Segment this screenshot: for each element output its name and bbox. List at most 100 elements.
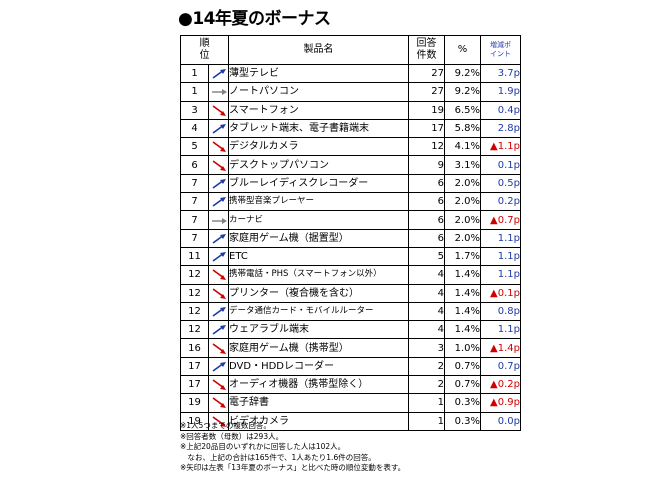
- arrow-up-icon: [208, 356, 229, 377]
- product-name: プリンター（複合機を含む）: [228, 283, 409, 303]
- rank-cell: 1: [180, 63, 209, 84]
- point-change: ▲1.4p: [480, 338, 521, 358]
- table-row: 3 スマートフォン 19 6.5% 0.4p: [180, 100, 521, 120]
- table-row: 7 カーナビ 6 2.0% ▲0.7p: [180, 210, 521, 230]
- table-row: 11 ETC 5 1.7% 1.1p: [180, 246, 521, 267]
- point-change: ▲0.1p: [480, 283, 521, 303]
- percentage: 1.4%: [444, 301, 481, 322]
- footnote-line: ※1人5つまでの複数回答。: [180, 421, 271, 430]
- table-row: 12 携帯電話・PHS（スマートフォン以外） 4 1.4% 1.1p: [180, 265, 521, 285]
- point-change: 0.5p: [480, 173, 521, 194]
- response-count: 19: [408, 100, 445, 120]
- table-row: 17 DVD・HDDレコーダー 2 0.7% 0.7p: [180, 356, 521, 377]
- response-count: 2: [408, 375, 445, 395]
- point-change: ▲1.1p: [480, 137, 521, 157]
- header-percent: %: [444, 35, 481, 65]
- percentage: 3.1%: [444, 155, 481, 175]
- point-change: 1.1p: [480, 246, 521, 267]
- table-row: 6 デスクトップパソコン 9 3.1% 0.1p: [180, 155, 521, 175]
- rank-cell: 6: [180, 155, 209, 175]
- rank-cell: 1: [180, 82, 209, 102]
- point-change: 3.7p: [480, 63, 521, 84]
- response-count: 5: [408, 246, 445, 267]
- point-change: 0.2p: [480, 192, 521, 212]
- arrow-down-icon: [208, 393, 229, 413]
- response-count: 6: [408, 192, 445, 212]
- product-name: ウェアラブル端末: [228, 320, 409, 340]
- response-count: 9: [408, 155, 445, 175]
- table-row: 5 デジタルカメラ 12 4.1% ▲1.1p: [180, 137, 521, 157]
- percentage: 9.2%: [444, 82, 481, 102]
- page-title: ●14年夏のボーナス: [178, 9, 331, 29]
- point-change: 0.8p: [480, 301, 521, 322]
- table-row: 1 薄型テレビ 27 9.2% 3.7p: [180, 63, 521, 84]
- arrow-up-icon: [208, 301, 229, 322]
- arrow-down-icon: [208, 265, 229, 285]
- percentage: 2.0%: [444, 228, 481, 248]
- point-change: ▲0.7p: [480, 210, 521, 230]
- product-name: オーディオ機器（携帯型除く）: [228, 375, 409, 395]
- percentage: 2.0%: [444, 192, 481, 212]
- footnote-line: なお、上記の合計は165件で、1人あたり1.6件の回答。: [180, 452, 376, 462]
- point-change: 1.1p: [480, 320, 521, 340]
- product-name: スマートフォン: [228, 100, 409, 120]
- table-row: 12 データ通信カード・モバイルルーター 4 1.4% 0.8p: [180, 301, 521, 322]
- point-change: 0.1p: [480, 155, 521, 175]
- product-name: ノートパソコン: [228, 82, 409, 102]
- arrow-up-icon: [208, 63, 229, 84]
- rank-cell: 4: [180, 118, 209, 139]
- response-count: 6: [408, 210, 445, 230]
- rank-cell: 3: [180, 100, 209, 120]
- footnote-line: ※矢印は左表「13年夏のボーナス」と比べた時の順位変動を表す。: [180, 463, 406, 472]
- rank-cell: 17: [180, 375, 209, 395]
- response-count: 27: [408, 82, 445, 102]
- table-row: 7 携帯型音楽プレーヤー 6 2.0% 0.2p: [180, 192, 521, 212]
- table-row: 1 ノートパソコン 27 9.2% 1.9p: [180, 82, 521, 102]
- header-points: 増減ポ イント: [480, 35, 521, 65]
- response-count: 27: [408, 63, 445, 84]
- product-name: タブレット端末、電子書籍端末: [228, 118, 409, 139]
- point-change: 2.8p: [480, 118, 521, 139]
- table-row: 19 ビデオカメラ 1 0.3% 0.0p: [180, 411, 521, 431]
- response-count: 1: [408, 411, 445, 431]
- ranking-table: 順 位 製品名 回答 件数 % 増減ポ イント 1 薄型テレビ 27 9.2% 3.7p…: [180, 35, 521, 431]
- percentage: 1.0%: [444, 338, 481, 358]
- header-count: 回答 件数: [408, 35, 445, 65]
- percentage: 9.2%: [444, 63, 481, 84]
- table-row: 12 ウェアラブル端末 4 1.4% 1.1p: [180, 320, 521, 340]
- table-row: 7 家庭用ゲーム機（据置型） 6 2.0% 1.1p: [180, 228, 521, 248]
- header-product: 製品名: [228, 35, 409, 65]
- rank-cell: 7: [180, 210, 209, 230]
- product-name: DVD・HDDレコーダー: [228, 356, 409, 377]
- rank-cell: 12: [180, 283, 209, 303]
- product-name: ブルーレイディスクレコーダー: [228, 173, 409, 194]
- point-change: ▲0.9p: [480, 393, 521, 413]
- rank-cell: 11: [180, 246, 209, 267]
- point-change: ▲0.2p: [480, 375, 521, 395]
- product-name: 携帯型音楽プレーヤー: [228, 192, 409, 212]
- point-change: 0.7p: [480, 356, 521, 377]
- table-row: 4 タブレット端末、電子書籍端末 17 5.8% 2.8p: [180, 118, 521, 139]
- point-change: 1.1p: [480, 228, 521, 248]
- rank-cell: 7: [180, 173, 209, 194]
- percentage: 0.3%: [444, 411, 481, 431]
- percentage: 1.7%: [444, 246, 481, 267]
- arrow-up-icon: [208, 192, 229, 212]
- table-row: 17 オーディオ機器（携帯型除く） 2 0.7% ▲0.2p: [180, 375, 521, 395]
- percentage: 6.5%: [444, 100, 481, 120]
- product-name: カーナビ: [228, 210, 409, 230]
- response-count: 4: [408, 320, 445, 340]
- arrow-down-icon: [208, 137, 229, 157]
- table-header-row: 順 位 製品名 回答 件数 % 増減ポ イント: [180, 35, 521, 65]
- response-count: 1: [408, 393, 445, 413]
- point-change: 1.9p: [480, 82, 521, 102]
- product-name: デジタルカメラ: [228, 137, 409, 157]
- response-count: 6: [408, 173, 445, 194]
- footnote-line: ※上記20品目のいずれかに回答した人は102人。: [180, 442, 346, 451]
- product-name: 携帯電話・PHS（スマートフォン以外）: [228, 265, 409, 285]
- table-row: 7 ブルーレイディスクレコーダー 6 2.0% 0.5p: [180, 173, 521, 194]
- rank-cell: 12: [180, 320, 209, 340]
- table-row: 16 家庭用ゲーム機（携帯型） 3 1.0% ▲1.4p: [180, 338, 521, 358]
- arrow-down-icon: [208, 155, 229, 175]
- header-rank: 順 位: [180, 35, 229, 65]
